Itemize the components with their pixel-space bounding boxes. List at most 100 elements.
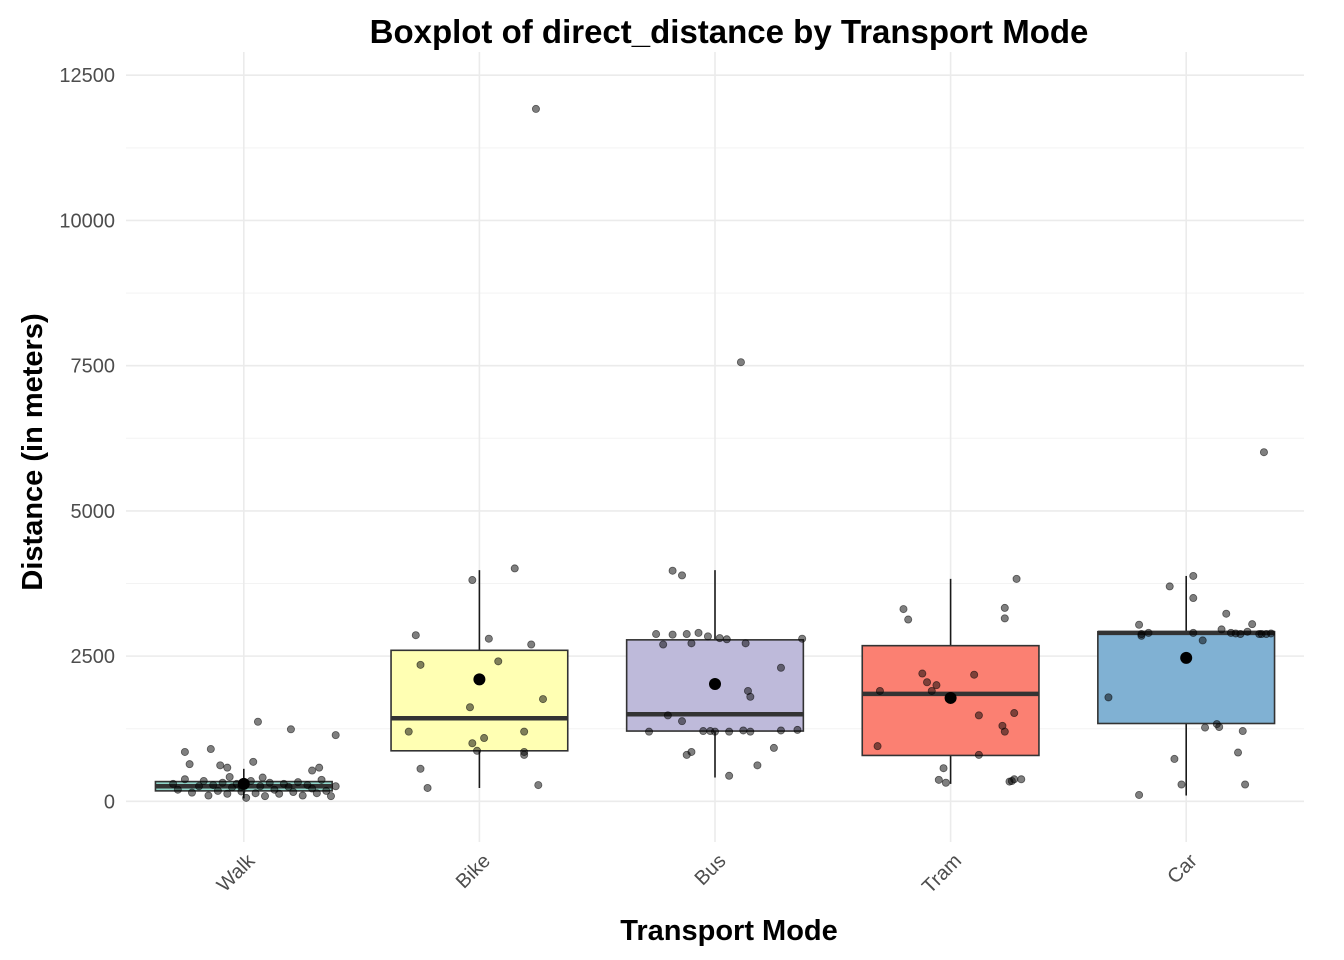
data-point [715,634,724,643]
data-point [326,792,335,801]
mean-point-tram [944,691,957,704]
data-point [265,778,274,787]
data-point [904,615,913,624]
data-point [298,791,307,800]
data-point [769,743,778,752]
x-tick-label: Car [1163,850,1202,889]
data-point [1170,754,1179,763]
y-tick-label: 12500 [59,65,115,87]
data-point [468,576,477,585]
mean-point-bike [473,673,486,686]
data-point [1267,629,1276,638]
data-point [1201,723,1210,732]
data-point [275,789,284,798]
data-point [1189,571,1198,580]
data-point [932,681,941,690]
data-point [289,788,298,797]
data-point [1017,775,1026,784]
y-tick-label: 2500 [71,646,116,668]
data-point [258,773,267,782]
y-axis-ticks: 0 2500 5000 7500 10000 12500 [59,65,115,813]
data-point [261,792,270,801]
data-point [1217,625,1226,634]
data-point [753,761,762,770]
x-axis-ticks: Walk Bike Bus Tram Car [213,849,1202,898]
data-point [1104,693,1113,702]
data-point [187,788,196,797]
data-point [736,358,745,367]
data-point [652,630,661,639]
data-point [776,663,785,672]
data-point [939,764,948,773]
data-point [645,727,654,736]
data-point [703,632,712,641]
data-point [1000,603,1009,612]
data-point [209,781,218,790]
data-point [225,772,234,781]
data-point [1010,709,1019,718]
data-point [1144,628,1153,637]
data-point [678,571,687,580]
data-point [286,725,295,734]
box-car [1097,630,1276,725]
data-point [1222,609,1231,618]
data-point [527,640,536,649]
data-point [510,564,519,573]
data-point [423,783,432,792]
data-point [899,605,908,614]
data-point [223,763,232,772]
data-point [694,628,703,637]
data-point [213,786,222,795]
data-point [1243,627,1252,636]
data-point [494,657,503,666]
data-point [169,779,178,788]
data-point [195,782,204,791]
data-point [322,786,331,795]
data-point [465,703,474,712]
x-axis-title: Transport Mode [620,915,838,947]
data-point [1236,630,1245,639]
data-point [317,775,326,784]
data-point [1012,574,1021,583]
data-point [284,782,293,791]
data-point [678,717,687,726]
data-point [411,631,420,640]
mean-point-bus [709,678,721,690]
data-point [739,726,748,735]
data-point [1135,790,1144,799]
data-point [970,670,979,679]
data-point [218,778,227,787]
data-point [974,711,983,720]
data-point [204,791,213,800]
data-point [1000,614,1009,623]
data-point [539,695,548,704]
data-point [206,745,215,754]
data-point [315,763,324,772]
data-point [1137,631,1146,640]
data-point [251,789,260,798]
data-point [199,777,208,786]
data-point [249,757,258,766]
data-point [308,784,317,793]
data-point [918,669,927,678]
chart-title: Boxplot of direct_distance by Transport … [370,13,1089,50]
data-point [941,778,950,787]
data-point [180,775,189,784]
data-point [468,739,477,748]
data-point [668,566,677,575]
y-tick-label: 5000 [71,501,116,523]
data-point [520,747,529,756]
data-point [1177,780,1186,789]
data-point [687,639,696,648]
data-point [1241,780,1250,789]
data-point [416,660,425,669]
data-point [185,760,194,769]
data-point [473,746,482,755]
data-point [404,727,413,736]
data-point [1215,722,1224,731]
data-point [173,785,182,794]
data-point [798,634,807,643]
data-point [934,775,943,784]
